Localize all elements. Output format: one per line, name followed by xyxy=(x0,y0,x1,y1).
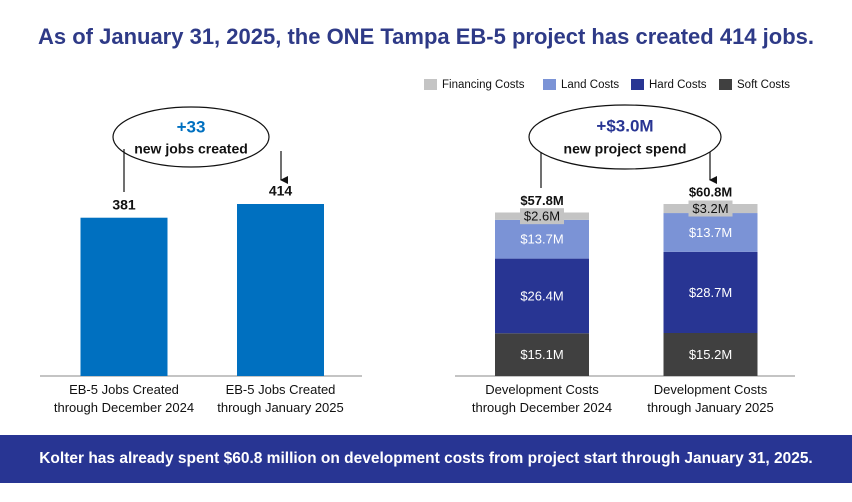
value-label: $2.6M xyxy=(524,209,560,224)
bar-segment xyxy=(495,219,589,259)
annotation-change: +33 xyxy=(177,117,206,136)
bar-segment xyxy=(495,333,589,376)
annotation-change: +$3.0M xyxy=(596,116,653,135)
value-label: $15.2M xyxy=(689,347,732,362)
legend-swatch xyxy=(424,79,437,90)
value-label: $26.4M xyxy=(520,288,563,303)
value-label: $13.7M xyxy=(689,225,732,240)
label-box xyxy=(520,208,564,225)
value-label: 381 xyxy=(112,196,136,212)
x-tick-label: Development Costs through December 2024 xyxy=(471,382,613,415)
bar xyxy=(80,217,168,376)
label-box xyxy=(688,200,733,217)
bar xyxy=(237,204,324,376)
legend-label: Financing Costs xyxy=(442,79,525,91)
footer: Kolter has already spent $60.8 million o… xyxy=(0,435,852,483)
callout xyxy=(528,104,722,170)
charts: +33 new jobs created +$3.0M new project … xyxy=(40,79,795,377)
legend-label: Land Costs xyxy=(561,79,619,91)
value-label: $13.7M xyxy=(520,232,563,247)
legend-swatch xyxy=(543,79,556,90)
callout xyxy=(112,106,270,168)
bar-segment xyxy=(663,251,758,333)
legend-label: Hard Costs xyxy=(649,79,707,91)
x-tick-label: EB-5 Jobs Created through January 2025 xyxy=(217,382,344,415)
annotation-text: new jobs created xyxy=(134,141,248,157)
annotation-text: new project spend xyxy=(564,141,687,157)
bar-segment xyxy=(663,213,758,252)
value-label: $28.7M xyxy=(689,285,732,300)
x-tick-label: EB-5 Jobs Created through December 2024 xyxy=(53,382,195,415)
x-tick-label: Development Costs through January 2025 xyxy=(647,382,774,415)
legend-label: Soft Costs xyxy=(737,79,790,91)
total-label: $57.8M xyxy=(520,193,563,208)
value-label: $3.2M xyxy=(692,201,728,216)
legend-swatch xyxy=(719,79,732,90)
bar-segment xyxy=(495,258,589,334)
value-label: 414 xyxy=(269,183,293,199)
total-label: $60.8M xyxy=(689,184,732,199)
page-title: As of January 31, 2025, the ONE Tampa EB… xyxy=(37,24,814,49)
legend-swatch xyxy=(631,79,644,90)
bar-segment xyxy=(663,333,758,376)
value-label: $15.1M xyxy=(520,347,563,362)
